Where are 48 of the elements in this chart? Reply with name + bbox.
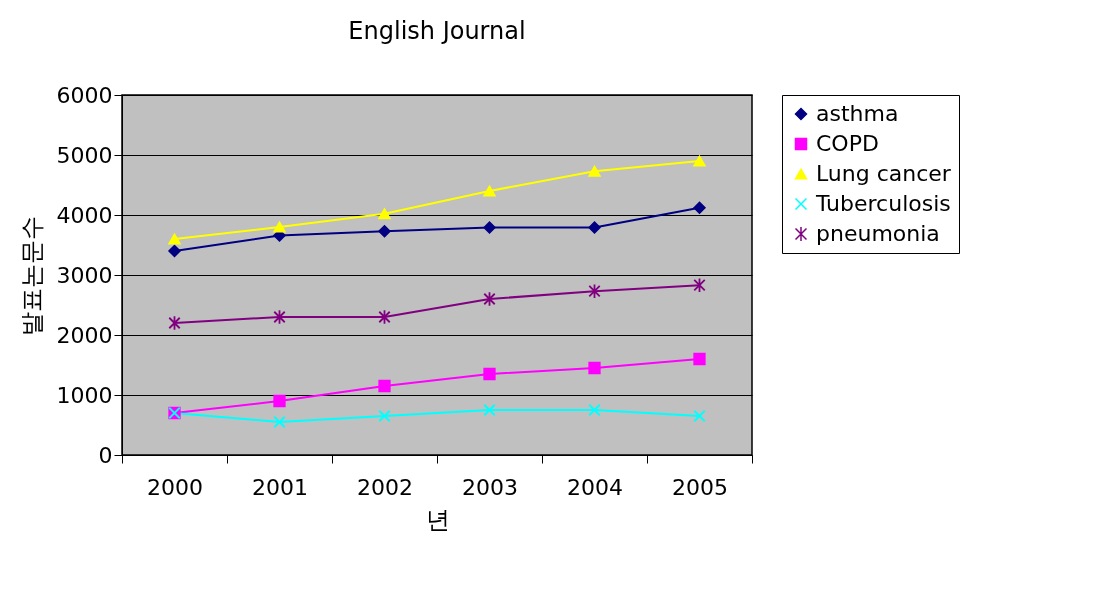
- point: [483, 403, 496, 417]
- point: [588, 165, 601, 177]
- y-tick-label: 2000: [56, 322, 113, 348]
- legend-label: Tuberculosis: [815, 191, 951, 216]
- point: [273, 415, 286, 429]
- y-tick-label: 3000: [56, 262, 113, 288]
- y-tick-label: 6000: [56, 82, 113, 108]
- x-tick-label: 2004: [567, 474, 623, 500]
- x-tick-label: 2000: [147, 474, 203, 500]
- y-tick-label: 0: [98, 442, 113, 468]
- point: [378, 309, 391, 325]
- y-tick-label: 4000: [56, 202, 113, 228]
- legend-label: pneumonia: [816, 221, 940, 246]
- point: [693, 409, 706, 423]
- point: [168, 244, 181, 258]
- point: [483, 185, 496, 197]
- point: [588, 283, 601, 299]
- point: [693, 201, 706, 214]
- legend-label: asthma: [816, 101, 899, 126]
- x-axis-title: 년: [425, 505, 450, 534]
- legend-label: Lung cancer: [816, 161, 952, 186]
- y-axis-title: 발표논문수: [17, 215, 46, 336]
- y-tick-label: 5000: [56, 142, 113, 168]
- x-tick-label: 2001: [252, 474, 308, 500]
- point: [378, 208, 391, 220]
- point: [693, 352, 706, 366]
- point: [273, 394, 286, 408]
- point: [693, 155, 706, 167]
- point: [273, 221, 286, 233]
- point: [168, 315, 181, 331]
- point: [273, 309, 286, 325]
- point: [168, 233, 181, 245]
- point: [588, 403, 601, 417]
- x-tick-label: 2003: [462, 474, 518, 500]
- point: [588, 361, 601, 375]
- point: [378, 409, 391, 423]
- y-tick-label: 1000: [56, 382, 113, 408]
- chart-title: English Journal: [348, 17, 526, 45]
- point: [693, 277, 706, 293]
- x-tick-label: 2002: [357, 474, 413, 500]
- legend-label: COPD: [816, 131, 879, 156]
- point: [483, 221, 496, 234]
- point: [378, 379, 391, 393]
- point: [378, 225, 391, 238]
- point: [483, 367, 496, 381]
- x-tick-label: 2005: [672, 474, 728, 500]
- point: [588, 221, 601, 234]
- point: [483, 291, 496, 307]
